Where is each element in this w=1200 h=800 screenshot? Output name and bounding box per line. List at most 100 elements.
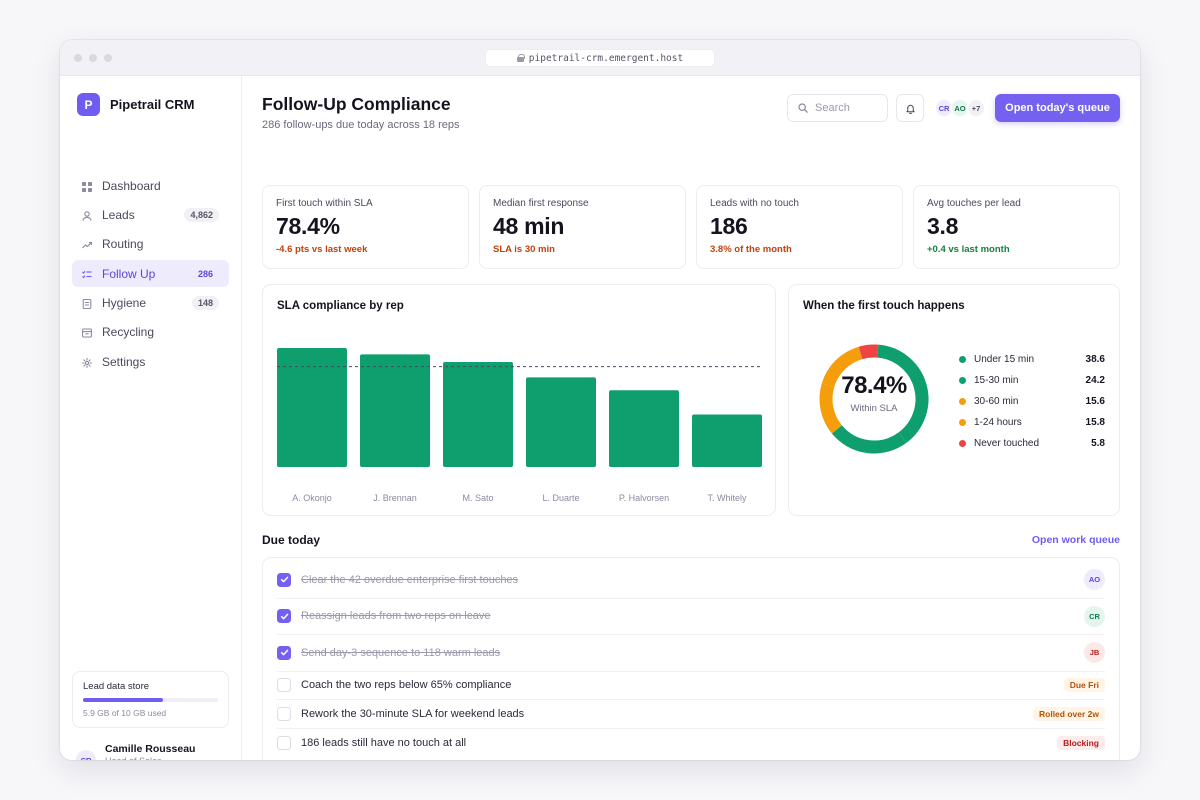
- sidebar-item-settings[interactable]: Settings: [72, 348, 229, 375]
- task-row[interactable]: Reassign leads from two reps on leave CR: [277, 599, 1105, 635]
- user-profile[interactable]: CR Camille Rousseau Head of Sales Develo…: [76, 743, 195, 760]
- legend-swatch: [959, 377, 966, 384]
- gear-icon: [82, 357, 92, 368]
- kpi-value: 3.8: [927, 213, 959, 239]
- user-icon: [82, 210, 92, 221]
- notifications-button[interactable]: [896, 94, 924, 122]
- bar[interactable]: [443, 362, 513, 467]
- sidebar: P Pipetrail CRM Dashboard Leads 4,862 Routi…: [60, 76, 242, 760]
- task-checkbox[interactable]: [277, 736, 291, 751]
- sidebar-item-label: Follow Up: [102, 266, 156, 281]
- donut-slice[interactable]: [819, 383, 843, 434]
- task-status-badge: Due Fri: [1063, 678, 1105, 693]
- kpi-delta: +0.4 vs last month: [927, 244, 1010, 255]
- kpi-label: Leads with no touch: [710, 198, 799, 209]
- task-row[interactable]: 186 leads still have no touch at all Bloc…: [277, 729, 1105, 758]
- page-title: Follow-Up Compliance: [262, 94, 451, 114]
- bar[interactable]: [360, 354, 430, 467]
- sidebar-nav: Dashboard Leads 4,862 Routing Follow Up 286 Hy…: [72, 172, 229, 378]
- close-dot[interactable]: [74, 54, 82, 62]
- task-text: Coach the two reps below 65% compliance: [301, 679, 512, 692]
- donut-slice[interactable]: [877, 344, 929, 443]
- brand[interactable]: P Pipetrail CRM: [77, 93, 195, 116]
- task-checkbox[interactable]: [277, 609, 291, 624]
- legend-value: 24.2: [1085, 375, 1105, 386]
- assignee-avatar[interactable]: CR: [1084, 605, 1105, 627]
- first-touch-card: When the first touch happens 78.4% Withi…: [788, 284, 1120, 516]
- legend-label: 30-60 min: [974, 396, 1019, 407]
- kpi-label: Median first response: [493, 198, 589, 209]
- bar[interactable]: [609, 390, 679, 467]
- open-work-queue-link[interactable]: Open work queue: [1031, 534, 1120, 546]
- document-icon: [82, 298, 92, 310]
- donut-slice[interactable]: [831, 425, 907, 454]
- search-icon: [798, 103, 808, 113]
- storage-card: Lead data store 5.9 GB of 10 GB used: [72, 671, 229, 728]
- task-checkbox[interactable]: [277, 572, 291, 587]
- task-checkbox[interactable]: [277, 645, 291, 660]
- bar[interactable]: [526, 377, 596, 467]
- storage-bar-fill: [83, 698, 163, 702]
- sidebar-item-leads[interactable]: Leads 4,862: [72, 201, 229, 228]
- task-row[interactable]: Rework the 30-minute SLA for weekend lea…: [277, 700, 1105, 730]
- legend-item: 1-24 hours 15.8: [959, 412, 1105, 433]
- sidebar-item-routing[interactable]: Routing: [72, 231, 229, 258]
- donut-slice[interactable]: [858, 344, 879, 360]
- legend-label: Never touched: [974, 438, 1040, 449]
- legend-item: Never touched 5.8: [959, 433, 1105, 454]
- donut-center-label: Within SLA: [850, 403, 898, 414]
- sidebar-item-count: 4,862: [184, 207, 219, 222]
- brand-logo: P: [77, 93, 100, 116]
- task-checkbox[interactable]: [277, 678, 291, 693]
- sidebar-item-label: Routing: [102, 237, 144, 252]
- open-queue-button[interactable]: Open today's queue: [995, 94, 1120, 122]
- legend-swatch: [959, 398, 966, 405]
- minimize-dot[interactable]: [89, 54, 97, 62]
- sidebar-item-dashboard[interactable]: Dashboard: [72, 172, 229, 199]
- task-row[interactable]: Coach the two reps below 65% compliance D…: [277, 672, 1105, 701]
- storage-used-text: 5.9 GB of 10 GB used: [83, 708, 167, 718]
- bar[interactable]: [692, 414, 762, 467]
- card-title: SLA compliance by rep: [277, 300, 404, 312]
- bell-icon: [905, 104, 915, 114]
- sidebar-item-count: 286: [197, 268, 213, 279]
- task-checkbox[interactable]: [277, 707, 291, 722]
- legend-value: 15.6: [1085, 396, 1105, 407]
- assignee-avatar[interactable]: AO: [1084, 569, 1105, 591]
- donut-slice[interactable]: [821, 346, 863, 388]
- kpi-label: Avg touches per lead: [927, 198, 1021, 209]
- task-row[interactable]: Clear the 42 overdue enterprise first to…: [277, 562, 1105, 599]
- checklist-icon: [82, 269, 92, 279]
- sidebar-item-hygiene[interactable]: Hygiene 148: [72, 290, 229, 317]
- kpi-delta: -4.6 pts vs last week: [276, 244, 368, 255]
- x-tick-label: T. Whitely: [707, 493, 747, 503]
- task-row[interactable]: Send day-3 sequence to 118 warm leads JB: [277, 635, 1105, 672]
- search-input[interactable]: Search: [787, 94, 888, 122]
- search-placeholder: Search: [815, 102, 850, 114]
- team-avatars[interactable]: CR AO +7: [934, 98, 986, 118]
- maximize-dot[interactable]: [104, 54, 112, 62]
- legend-item: 30-60 min 15.6: [959, 391, 1105, 412]
- kpi-value: 48 min: [493, 213, 565, 239]
- legend-label: 1-24 hours: [974, 417, 1022, 428]
- bar[interactable]: [277, 347, 347, 467]
- legend-swatch: [959, 356, 966, 363]
- kpi-card: Avg touches per lead 3.8 +0.4 vs last mont…: [913, 185, 1120, 269]
- checkmark-icon: [280, 576, 288, 583]
- kpi-value: 78.4%: [276, 213, 340, 239]
- sidebar-item-recycling[interactable]: Recycling: [72, 319, 229, 346]
- task-text: Clear the 42 overdue enterprise first to…: [301, 573, 519, 586]
- x-tick-label: M. Sato: [462, 493, 493, 503]
- sidebar-item-count: 148: [191, 296, 219, 311]
- x-tick-label: A. Okonjo: [292, 493, 332, 503]
- address-bar[interactable]: pipetrail-crm.emergent.host: [485, 49, 715, 67]
- assignee-avatar[interactable]: JB: [1084, 642, 1105, 664]
- sla-by-rep-card: SLA compliance by rep A. Okonjo J. Brenna…: [262, 284, 776, 516]
- x-tick-label: L. Duarte: [542, 493, 579, 503]
- task-text: 186 leads still have no touch at all: [301, 737, 467, 750]
- kpi-delta: 3.8% of the month: [710, 244, 792, 255]
- sidebar-item-follow-up[interactable]: Follow Up 286: [72, 260, 229, 288]
- x-tick-label: P. Halvorsen: [619, 493, 669, 503]
- legend-item: Under 15 min 38.6: [959, 349, 1105, 370]
- lock-icon: [516, 54, 525, 62]
